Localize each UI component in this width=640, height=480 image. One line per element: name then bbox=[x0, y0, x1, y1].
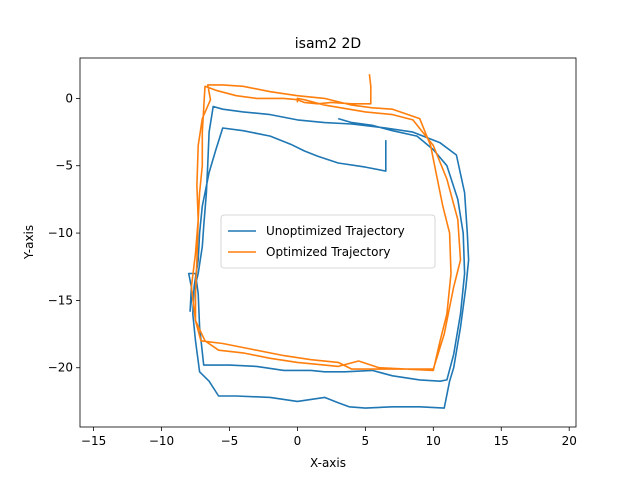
y-tick-label: −20 bbox=[48, 361, 73, 375]
axis-ticks: −15 −10 −5 0 5 10 15 20 0 −5 −10 −15 −20 bbox=[48, 91, 577, 448]
legend-label: Unoptimized Trajectory bbox=[266, 224, 405, 238]
series-lines bbox=[187, 74, 470, 409]
y-tick-label: −10 bbox=[48, 226, 73, 240]
x-tick-label: 20 bbox=[562, 434, 577, 448]
x-tick-label: −10 bbox=[149, 434, 174, 448]
chart-title: isam2 2D bbox=[295, 36, 361, 52]
series-line-unoptimized bbox=[187, 105, 470, 409]
series-line-optimized bbox=[190, 74, 462, 372]
legend-label: Optimized Trajectory bbox=[266, 245, 391, 259]
legend-box bbox=[220, 214, 436, 269]
y-axis-label: Y-axis bbox=[22, 225, 36, 260]
plot-area bbox=[79, 57, 577, 428]
x-tick-label: 0 bbox=[294, 434, 302, 448]
x-tick-label: 10 bbox=[426, 434, 441, 448]
y-tick-label: −5 bbox=[55, 159, 73, 173]
y-tick-label: 0 bbox=[65, 91, 73, 105]
legend: Unoptimized Trajectory Optimized Trajecto… bbox=[220, 214, 436, 269]
y-tick-label: −15 bbox=[48, 293, 73, 307]
x-tick-label: −15 bbox=[81, 434, 106, 448]
x-axis-label: X-axis bbox=[310, 456, 346, 470]
x-tick-label: 15 bbox=[494, 434, 509, 448]
x-tick-label: −5 bbox=[221, 434, 239, 448]
x-tick-label: 5 bbox=[362, 434, 370, 448]
